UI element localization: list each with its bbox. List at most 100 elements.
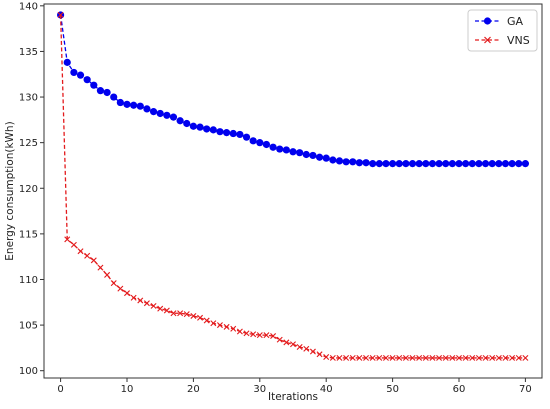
- data-point-ga: [501, 160, 510, 168]
- data-point-vns: [482, 354, 489, 361]
- data-point-vns: [110, 280, 117, 287]
- data-point-vns: [197, 314, 204, 321]
- data-point-ga: [163, 111, 171, 119]
- data-point-ga: [236, 130, 244, 139]
- data-point-ga: [269, 143, 277, 151]
- data-point-vns: [77, 248, 84, 255]
- data-point-ga: [296, 149, 304, 157]
- data-point-ga: [203, 125, 211, 133]
- data-point-ga: [216, 128, 224, 136]
- y-tick-label: 130: [19, 93, 38, 104]
- data-point-vns: [230, 325, 237, 332]
- data-point-vns: [163, 307, 170, 314]
- data-point-ga: [395, 160, 403, 168]
- data-point-vns: [515, 354, 522, 361]
- data-point-vns: [495, 354, 502, 361]
- data-point-ga: [183, 119, 191, 128]
- data-point-ga: [176, 117, 184, 125]
- data-point-vns: [84, 252, 91, 259]
- data-point-vns: [290, 341, 296, 348]
- data-point-ga: [130, 101, 138, 109]
- data-point-ga: [442, 160, 450, 168]
- data-point-vns: [130, 294, 137, 301]
- data-point-vns: [456, 354, 462, 361]
- data-point-ga: [83, 76, 91, 84]
- data-point-ga: [90, 81, 98, 89]
- legend-marker-vns: [484, 36, 491, 44]
- data-point-ga: [488, 160, 496, 168]
- series-line-vns: [59, 14, 526, 359]
- data-point-ga: [508, 160, 516, 168]
- data-point-ga: [495, 160, 503, 168]
- data-point-vns: [256, 332, 263, 339]
- data-point-ga: [282, 146, 290, 154]
- data-point-ga: [223, 129, 231, 137]
- data-point-ga: [262, 140, 271, 149]
- data-point-vns: [489, 354, 496, 361]
- legend-label-vns: VNS: [507, 34, 530, 47]
- y-tick-label: 120: [19, 184, 38, 195]
- data-point-ga: [329, 156, 337, 164]
- data-point-vns: [90, 257, 97, 264]
- data-point-ga: [209, 126, 217, 134]
- y-tick-label: 135: [19, 47, 38, 58]
- x-tick-label: 70: [519, 384, 532, 395]
- data-point-vns: [223, 323, 230, 330]
- data-point-vns: [369, 354, 376, 361]
- y-tick-label: 110: [19, 275, 38, 286]
- data-point-ga: [156, 109, 164, 118]
- data-point-vns: [263, 332, 270, 339]
- y-tick-label: 115: [19, 229, 38, 240]
- data-point-ga: [110, 93, 118, 101]
- data-point-vns: [475, 354, 482, 361]
- plot-frame: [43, 3, 543, 379]
- data-point-vns: [349, 354, 356, 361]
- data-point-vns: [329, 354, 336, 361]
- data-point-vns: [143, 300, 150, 307]
- data-point-ga: [242, 133, 251, 141]
- data-point-vns: [316, 351, 323, 358]
- data-point-vns: [323, 354, 330, 361]
- x-tick-label: 30: [253, 384, 266, 395]
- data-point-ga: [455, 160, 463, 168]
- data-point-ga: [309, 151, 317, 160]
- y-tick-label: 105: [19, 321, 38, 332]
- data-point-ga: [76, 71, 85, 79]
- data-point-ga: [322, 154, 330, 162]
- data-point-ga: [375, 160, 383, 168]
- data-point-vns: [396, 354, 403, 361]
- data-point-vns: [442, 354, 449, 361]
- data-point-ga: [143, 105, 151, 113]
- data-point-vns: [137, 297, 144, 304]
- data-point-ga: [249, 137, 257, 145]
- data-point-ga: [103, 88, 111, 97]
- data-point-vns: [117, 285, 124, 292]
- data-point-ga: [448, 160, 456, 168]
- x-tick-label: 60: [453, 384, 466, 395]
- data-point-vns: [309, 348, 316, 355]
- data-point-ga: [481, 160, 490, 168]
- data-point-vns: [436, 354, 443, 361]
- data-point-ga: [229, 129, 237, 138]
- x-axis: 0 10 20 30 40 50 60 70: [57, 378, 532, 395]
- data-point-vns: [190, 312, 197, 319]
- data-point-ga: [382, 160, 390, 168]
- data-point-vns: [469, 354, 476, 361]
- data-point-ga: [149, 108, 158, 116]
- data-point-vns: [389, 354, 396, 361]
- data-point-vns: [124, 290, 130, 297]
- data-point-vns: [502, 354, 509, 361]
- data-point-vns: [296, 343, 303, 350]
- data-point-vns: [150, 302, 157, 309]
- data-point-vns: [236, 328, 243, 335]
- data-point-vns: [363, 354, 370, 361]
- data-point-vns: [409, 354, 416, 361]
- data-point-ga: [475, 160, 483, 168]
- data-point-vns: [356, 354, 363, 361]
- y-axis-label: Energy consumption(kWh): [4, 121, 16, 260]
- data-point-vns: [250, 331, 257, 338]
- x-tick-label: 50: [386, 384, 399, 395]
- data-point-vns: [449, 354, 456, 361]
- data-point-ga: [389, 160, 397, 168]
- x-tick-label: 20: [187, 384, 200, 395]
